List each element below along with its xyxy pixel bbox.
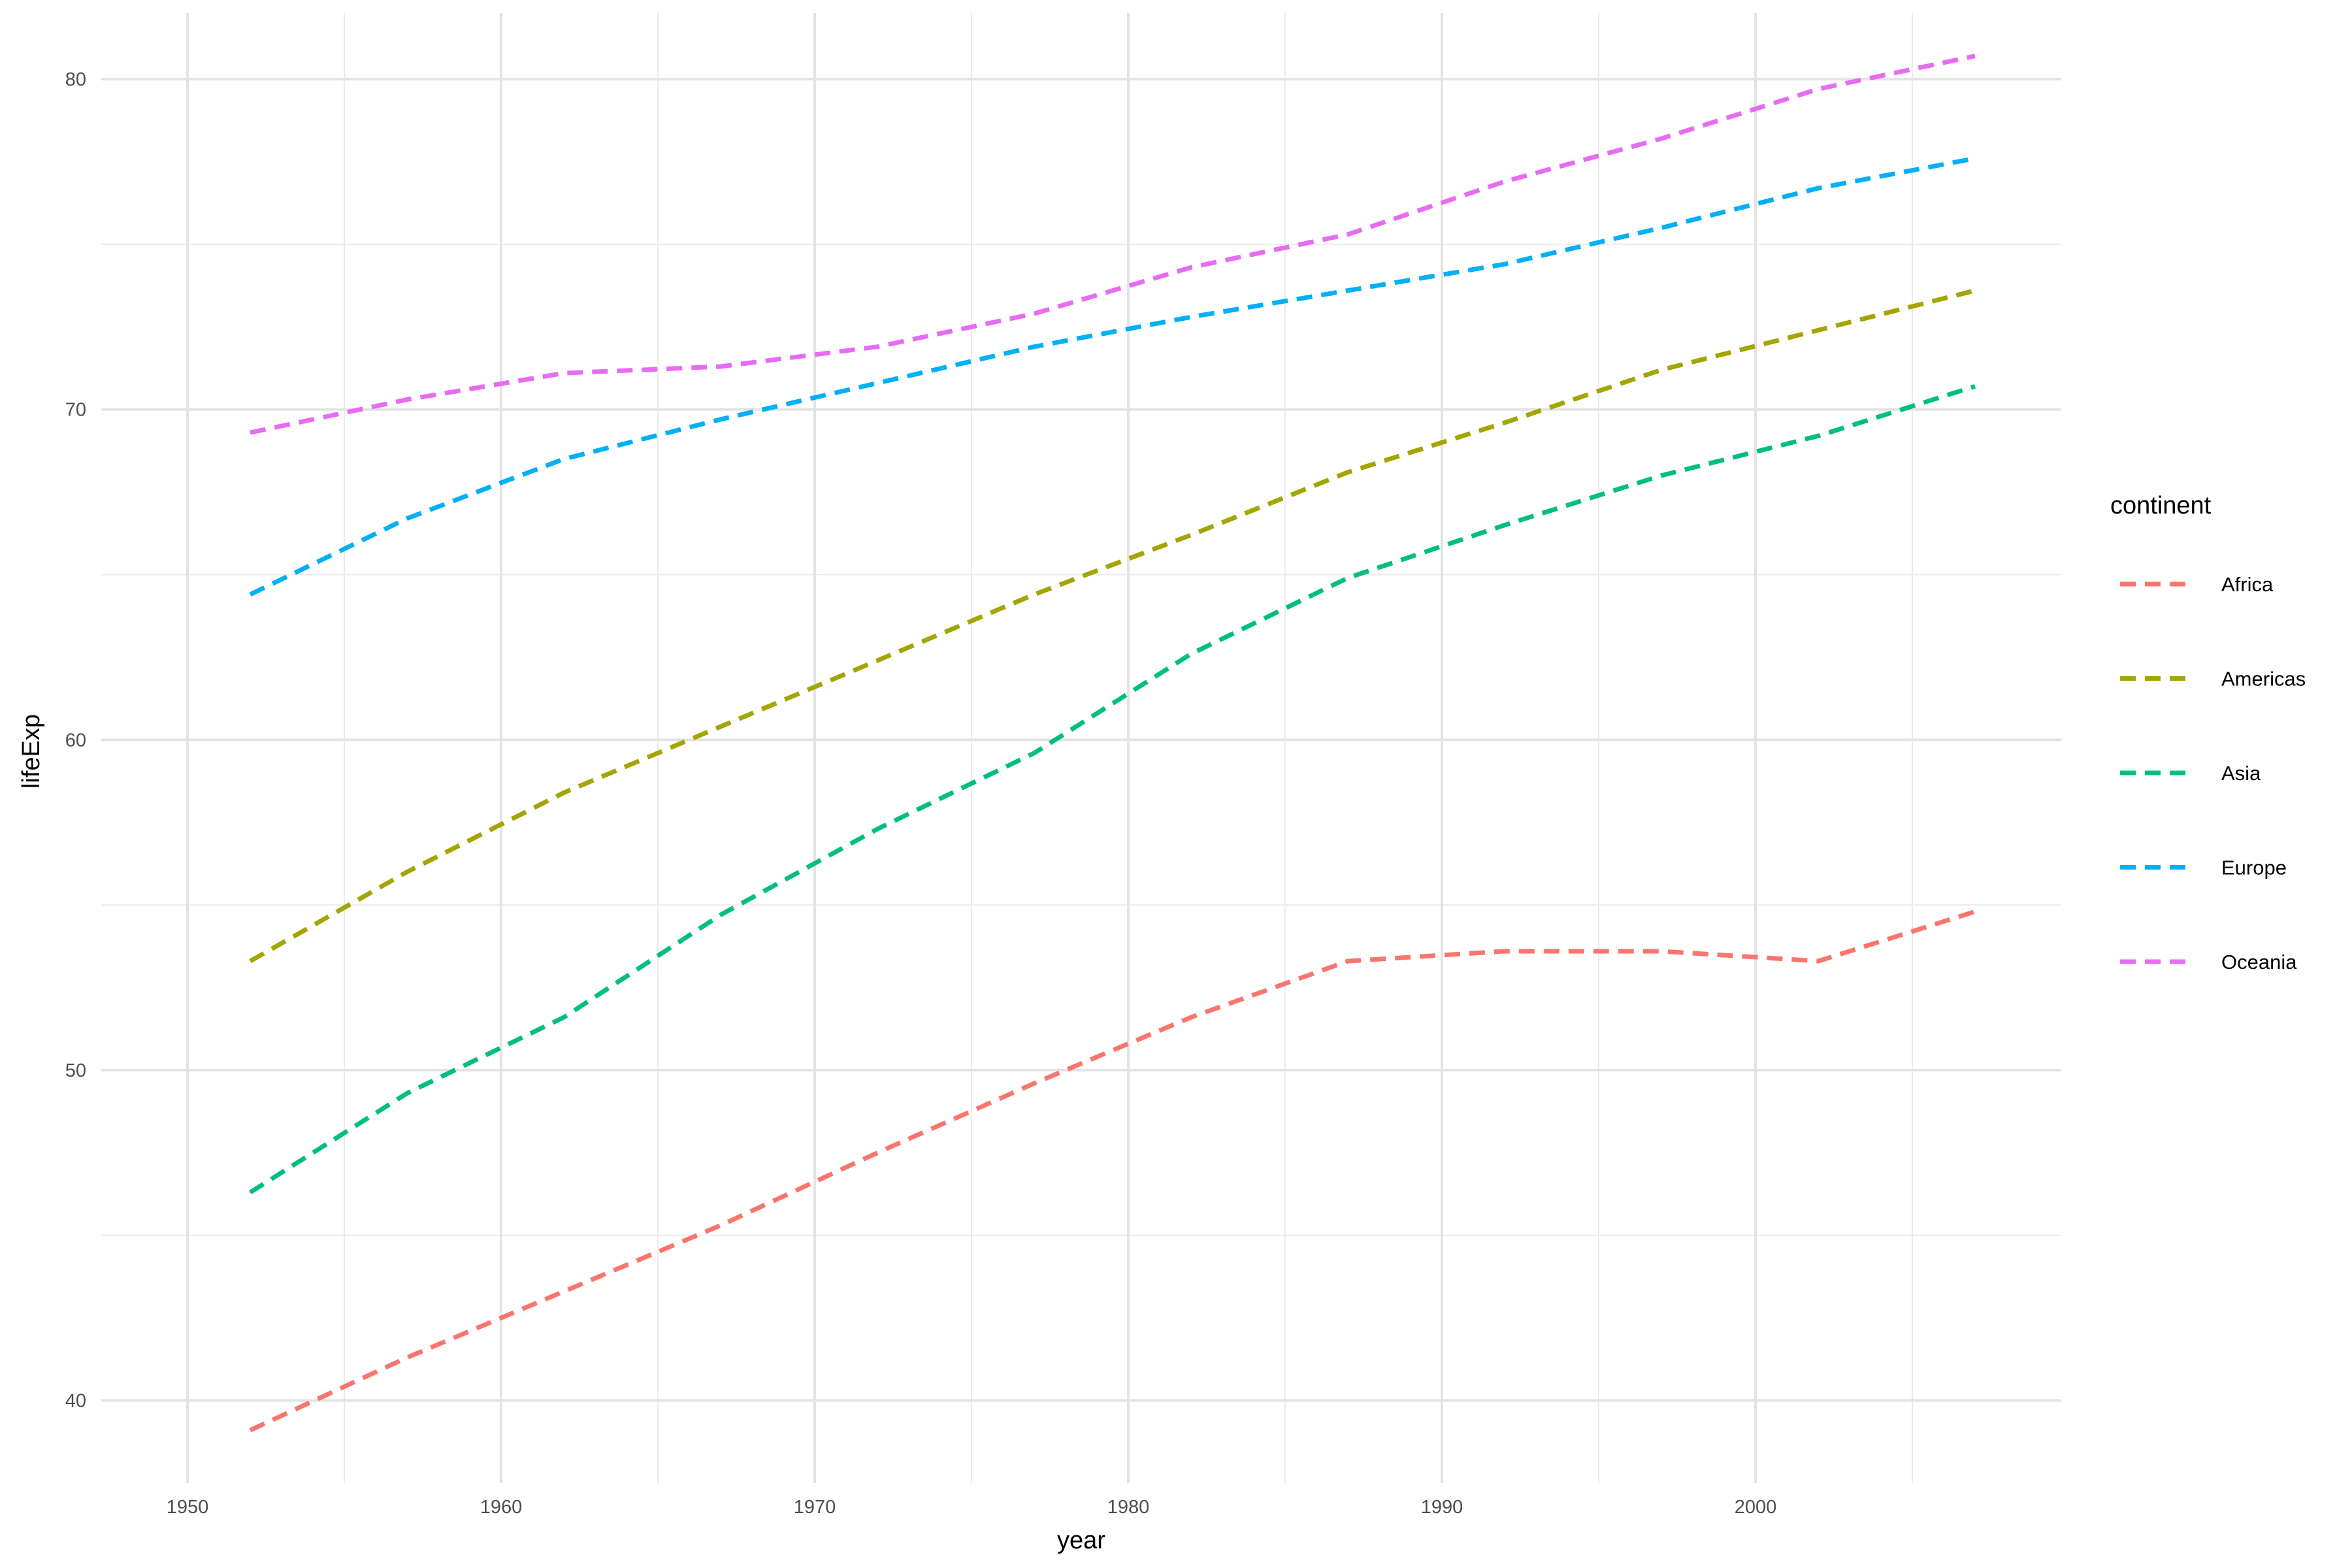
series-lines [249, 54, 1976, 1433]
x-tick-label: 1990 [1421, 1497, 1463, 1518]
series-line-oceania [250, 54, 1976, 435]
x-tick-label: 1960 [480, 1497, 523, 1518]
legend-item-oceania: Oceania [2120, 951, 2297, 973]
y-tick-label: 40 [65, 1391, 86, 1412]
legend-item-asia: Asia [2120, 762, 2261, 785]
y-tick-label: 70 [65, 400, 86, 421]
legend-item-americas: Americas [2120, 668, 2306, 691]
x-tick-label: 1980 [1107, 1497, 1150, 1518]
y-axis-tick-labels: 40 50 60 70 80 [65, 69, 86, 1411]
legend-label: Asia [2221, 762, 2261, 785]
x-axis-tick-labels: 1950 1960 1970 1980 1990 2000 [167, 1497, 1777, 1518]
x-tick-label: 1950 [167, 1497, 209, 1518]
minor-gridlines [101, 13, 2061, 1483]
legend-item-europe: Europe [2120, 857, 2287, 879]
y-tick-label: 60 [65, 730, 86, 751]
legend-item-africa: Africa [2120, 573, 2274, 596]
legend-label: Oceania [2221, 951, 2297, 973]
y-tick-label: 50 [65, 1060, 86, 1081]
legend-label: Americas [2221, 668, 2306, 691]
series-line-africa [249, 909, 1976, 1433]
major-gridlines [101, 13, 2061, 1483]
legend-title: continent [2110, 492, 2212, 519]
series-line-asia [249, 384, 1976, 1195]
series-line-europe [249, 156, 1976, 597]
x-tick-label: 2000 [1735, 1497, 1777, 1518]
y-tick-label: 80 [65, 69, 86, 90]
y-axis-title: lifeExp [18, 714, 45, 789]
x-axis-title: year [1057, 1527, 1105, 1554]
legend-label: Africa [2221, 573, 2274, 596]
legend-label: Europe [2221, 857, 2287, 879]
x-tick-label: 1970 [794, 1497, 836, 1518]
legend: continent Africa Americas Asia Europe Oceani… [2110, 492, 2306, 973]
series-line-americas [249, 288, 1976, 964]
